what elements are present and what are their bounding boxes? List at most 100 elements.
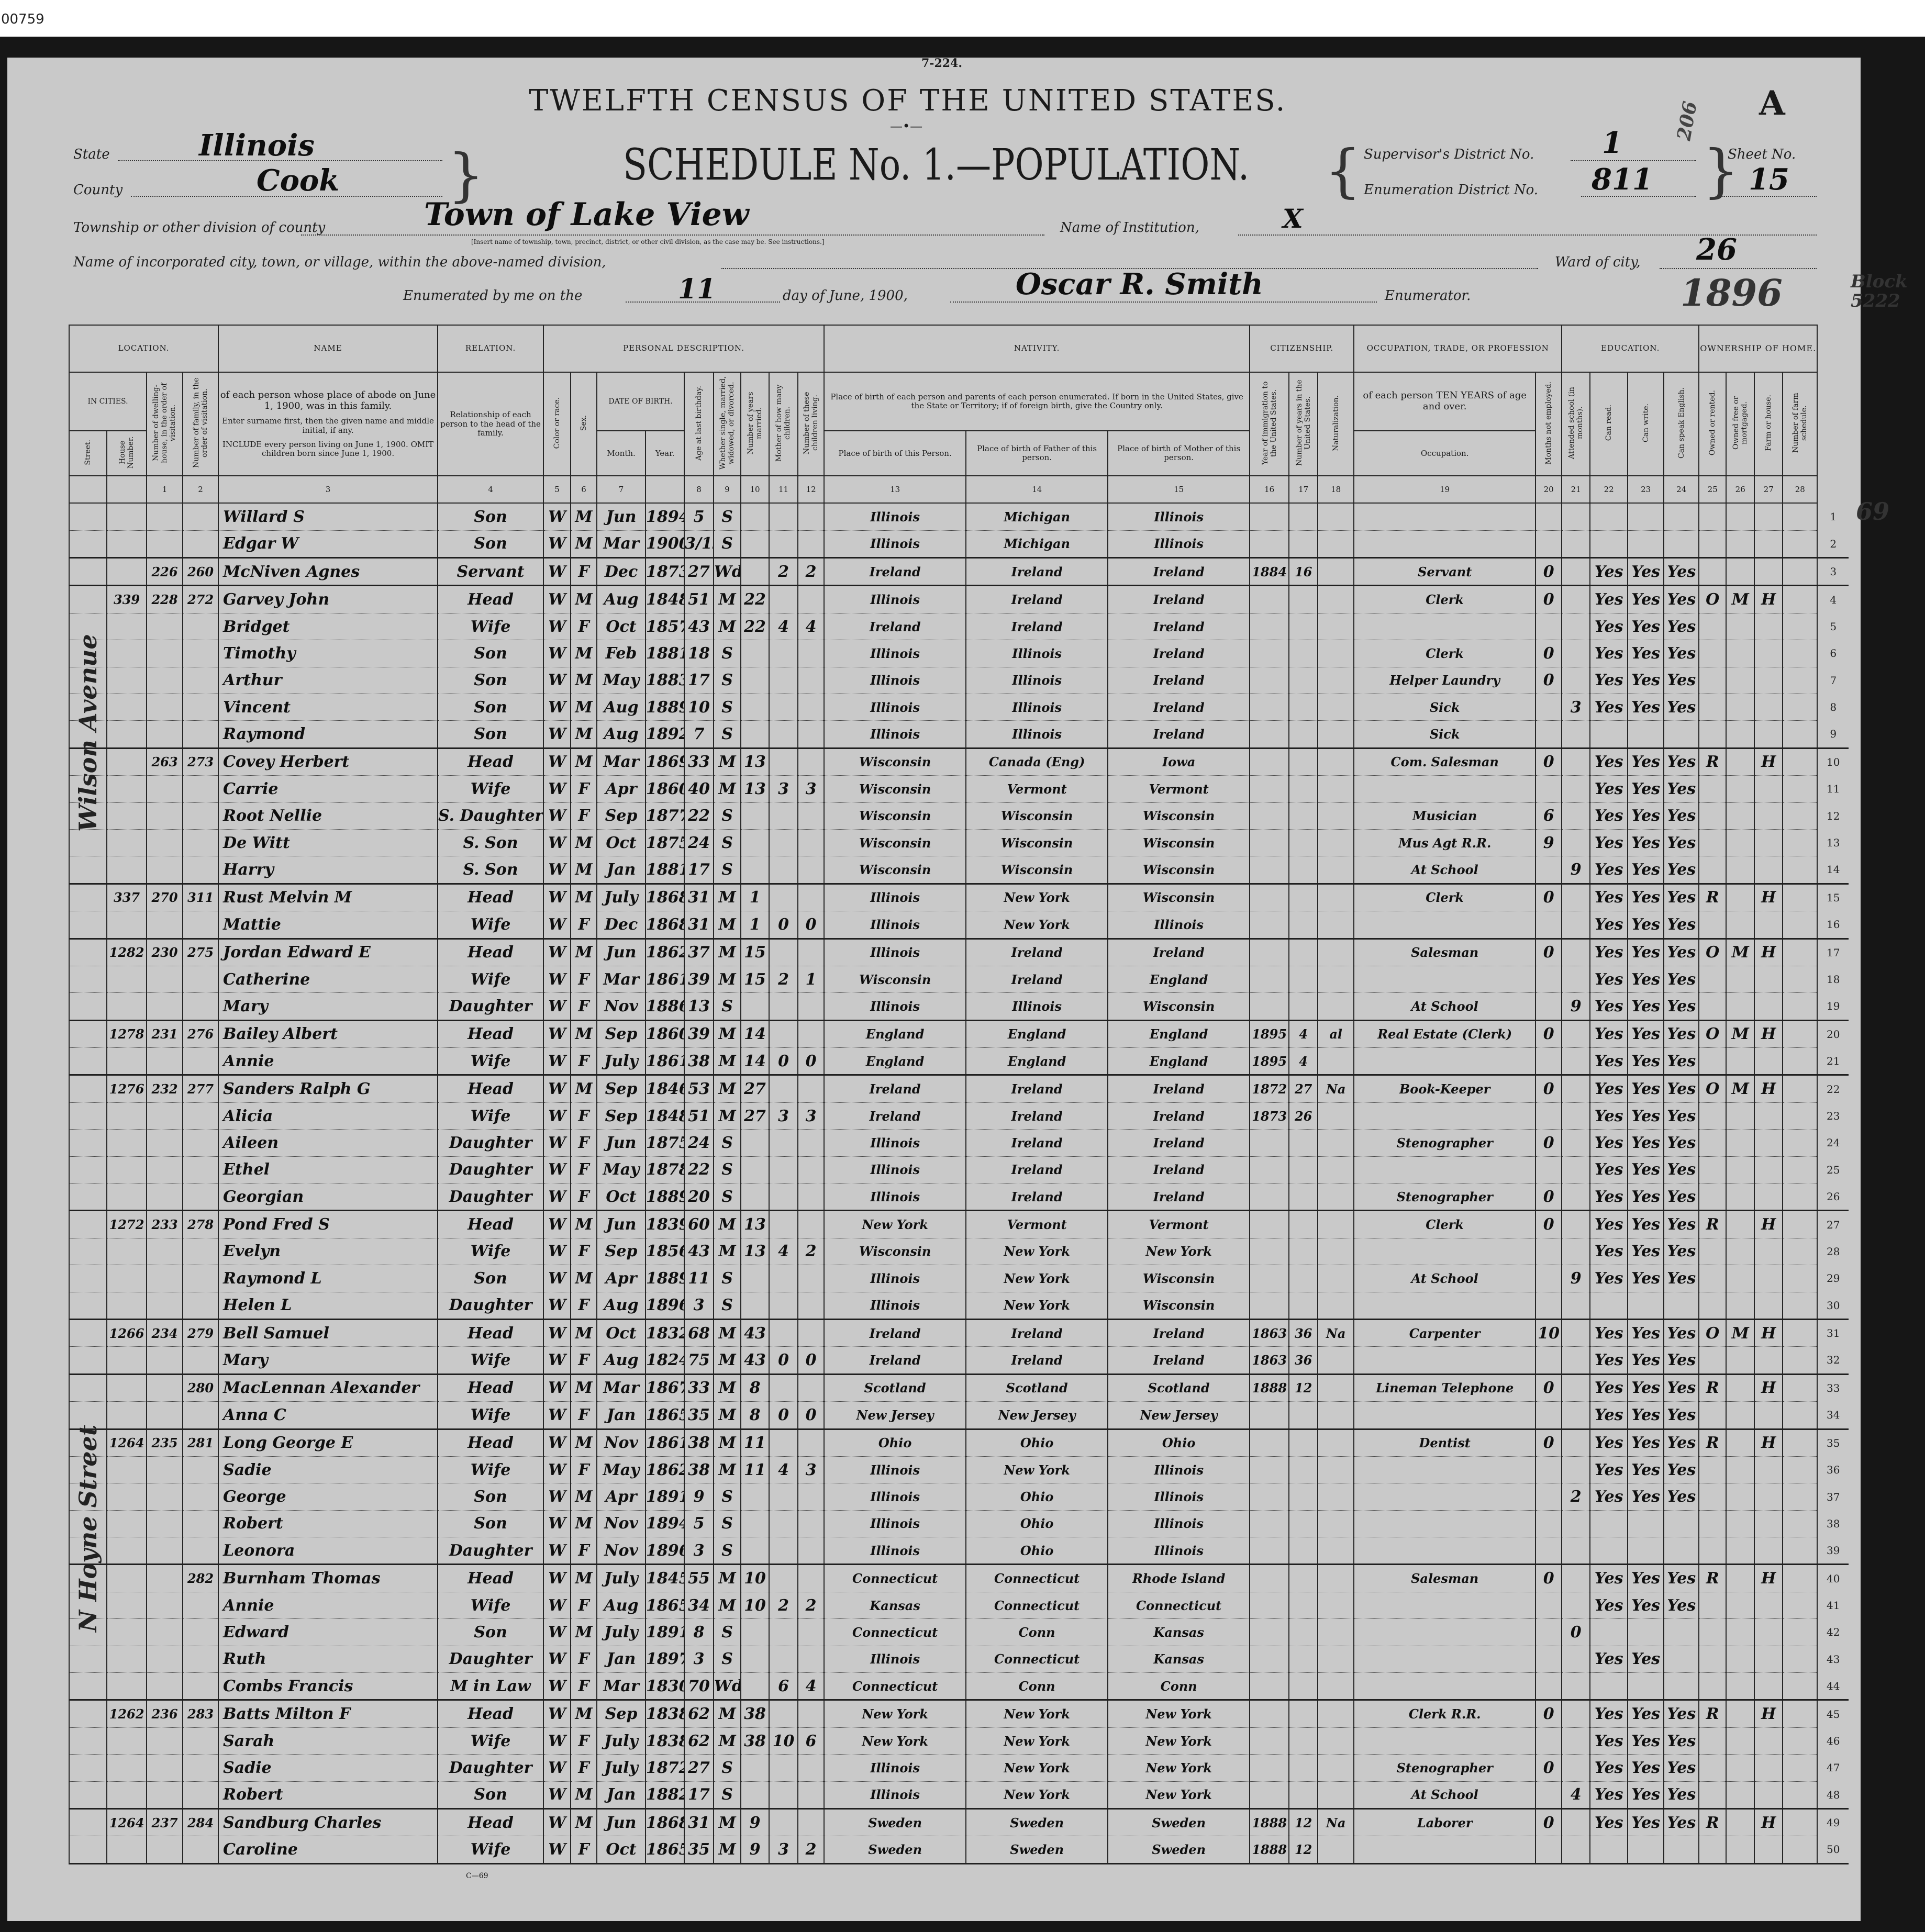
- cell-english: [1663, 530, 1700, 559]
- cell-sex: M: [570, 502, 598, 531]
- cell-immigration: [1249, 1537, 1290, 1566]
- line-number: 14: [1817, 856, 1849, 885]
- cell-street: [69, 1237, 107, 1266]
- cell-mortgage: [1726, 775, 1755, 803]
- line-number: 37: [1827, 1490, 1840, 1503]
- cell-naturalization: [1317, 1727, 1355, 1755]
- cell-month: July: [596, 1727, 647, 1755]
- cell-dwelling: [146, 1836, 183, 1864]
- cell-pob-father: Ireland: [965, 1075, 1109, 1103]
- table-row: MaryDaughterWFNov188613SIllinoisIllinois…: [69, 992, 1849, 1021]
- cell-immigration: 1872: [1249, 1075, 1290, 1103]
- cell-color: W: [543, 1781, 572, 1810]
- cell-street: [69, 1591, 107, 1620]
- cell-color: W: [543, 747, 572, 776]
- cell-write: Yes: [1627, 1210, 1665, 1238]
- cell-farm-house: H: [1754, 1020, 1784, 1048]
- cell-month: Apr: [596, 1483, 647, 1511]
- cell-year: 1865: [645, 1591, 685, 1620]
- cell-immigration: [1249, 1291, 1290, 1320]
- cell-occupation: [1353, 1156, 1537, 1184]
- cell-month: July: [596, 1618, 647, 1646]
- cell-marital: M: [713, 1727, 742, 1755]
- cell-years-us: [1288, 829, 1319, 857]
- cell-read: Yes: [1589, 1754, 1629, 1782]
- cell-owned: [1698, 965, 1727, 993]
- cell-english: [1663, 1645, 1700, 1673]
- cell-family: [182, 965, 219, 993]
- cell-school: [1561, 612, 1591, 641]
- cell-age: 38: [684, 1456, 715, 1484]
- cell-month: Oct: [596, 1836, 647, 1864]
- cell-owned: R: [1698, 1428, 1727, 1457]
- cell-age: 10: [684, 693, 715, 721]
- line-number: 32: [1817, 1346, 1849, 1375]
- cell-english: Yes: [1663, 992, 1700, 1021]
- cell-english: Yes: [1663, 1237, 1700, 1266]
- cell-years-us: [1288, 747, 1319, 776]
- cell-relation: Head: [437, 1428, 544, 1457]
- cell-years-us: [1288, 1129, 1319, 1157]
- cell-sex: M: [570, 1700, 598, 1728]
- cell-street: [69, 1047, 107, 1076]
- label-years-married: Number of years married.: [746, 392, 764, 454]
- cell-name: Caroline: [218, 1836, 439, 1864]
- cell-write: Yes: [1627, 666, 1665, 694]
- cell-mortgage: [1726, 1618, 1755, 1646]
- cell-years-us: [1288, 1754, 1319, 1782]
- cell-farm-house: [1754, 1346, 1784, 1375]
- cell-month: Sep: [596, 802, 647, 830]
- cell-mortgage: [1726, 1156, 1755, 1184]
- cell-read: Yes: [1589, 1210, 1629, 1238]
- cell-pob-mother: Ireland: [1107, 720, 1251, 749]
- cell-color: W: [543, 1672, 572, 1701]
- cell-sex: F: [570, 911, 598, 940]
- cell-family: 280: [182, 1373, 219, 1402]
- cell-marital: M: [713, 1047, 742, 1076]
- cell-mortgage: [1726, 1428, 1755, 1457]
- cell-children-living: 0: [797, 1346, 825, 1375]
- column-number-mortgage: 26: [1726, 475, 1755, 504]
- cell-age: 11: [684, 1265, 715, 1292]
- cell-sex: F: [570, 1102, 598, 1130]
- cell-sex: F: [570, 1183, 598, 1212]
- cell-house: [106, 1537, 147, 1566]
- cell-owned: [1698, 530, 1727, 559]
- cell-school: [1561, 1047, 1591, 1076]
- cell-mortgage: [1726, 1102, 1755, 1130]
- cell-month: Jun: [596, 938, 647, 966]
- cell-pob-father: New York: [965, 1456, 1109, 1484]
- cell-house: [106, 1836, 147, 1864]
- cell-marital: M: [713, 1373, 742, 1402]
- cell-school: [1561, 802, 1591, 830]
- table-row: Edgar WSonWMMar19003/12SIllinoisMichigan…: [69, 530, 1849, 559]
- cell-months-unemployed: [1535, 1346, 1563, 1375]
- cell-marital: M: [713, 1564, 742, 1592]
- cell-sex: M: [570, 938, 598, 966]
- cell-immigration: [1249, 1754, 1290, 1782]
- cell-family: [182, 1537, 219, 1566]
- cell-relation: Wife: [437, 1401, 544, 1430]
- cell-month: Mar: [596, 1373, 647, 1402]
- cell-relation: Head: [437, 1319, 544, 1347]
- institution-label: Name of Institution,: [1060, 220, 1199, 236]
- cell-farm-schedule: [1782, 693, 1818, 721]
- cell-farm-schedule: [1782, 1020, 1818, 1048]
- cell-children-born: [769, 1754, 799, 1782]
- cell-write: Yes: [1627, 775, 1665, 803]
- cell-marital: M: [713, 1346, 742, 1375]
- cell-pob-mother: Ireland: [1107, 1183, 1251, 1212]
- cell-write: Yes: [1627, 1483, 1665, 1511]
- cell-street: [69, 829, 107, 857]
- cell-age: 68: [684, 1319, 715, 1347]
- cell-name: De Witt: [218, 829, 439, 857]
- cell-pob-mother: Conn: [1107, 1672, 1251, 1701]
- cell-months-unemployed: [1535, 1645, 1563, 1673]
- cell-pob-person: Ireland: [824, 1075, 967, 1103]
- cell-children-living: 0: [797, 1047, 825, 1076]
- cell-mortgage: [1726, 1836, 1755, 1864]
- cell-year: 1846: [645, 1075, 685, 1103]
- cell-marital: M: [713, 1319, 742, 1347]
- cell-children-living: [797, 1645, 825, 1673]
